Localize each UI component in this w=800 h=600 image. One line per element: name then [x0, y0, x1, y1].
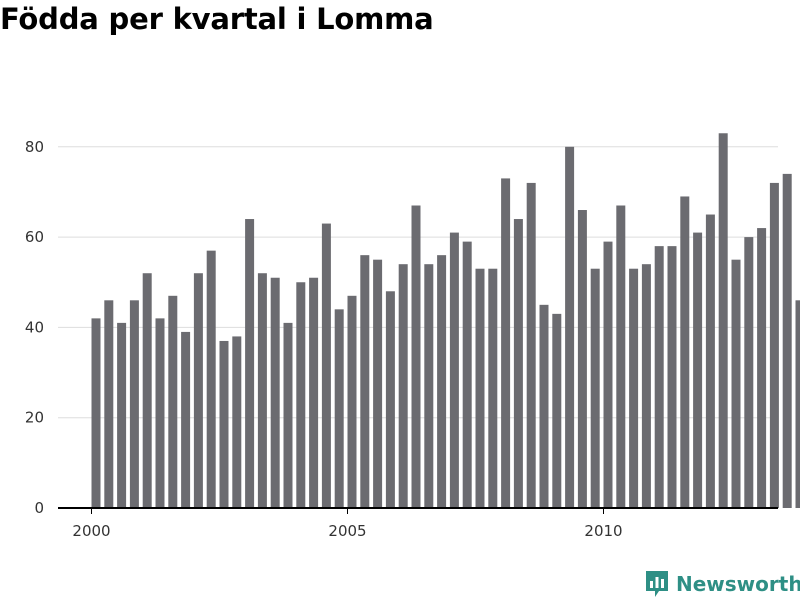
y-axis-ticks: 0 20 40 60 80 [25, 138, 44, 517]
bar [526, 182, 536, 509]
y-tick-label: 0 [34, 499, 44, 517]
bar [590, 268, 600, 508]
x-tick-label: 2005 [328, 522, 366, 540]
bar [680, 196, 690, 508]
bar [168, 295, 178, 508]
bar [232, 336, 242, 508]
bar [398, 264, 408, 508]
bar [437, 255, 447, 508]
bar [488, 268, 498, 508]
bar [270, 277, 280, 508]
bar [373, 259, 383, 508]
y-tick-label: 20 [25, 409, 44, 427]
bar [245, 219, 255, 509]
bar [411, 205, 421, 508]
bar [334, 309, 344, 508]
bar [552, 313, 562, 508]
bar [462, 241, 472, 508]
bar [360, 255, 370, 508]
bar [475, 268, 485, 508]
y-tick-label: 60 [25, 228, 44, 246]
bars [91, 133, 800, 509]
bar [181, 331, 191, 508]
bar [321, 223, 331, 508]
bar [104, 300, 114, 508]
bar [155, 318, 165, 508]
bar [513, 219, 523, 509]
bar [795, 300, 800, 508]
bar [117, 322, 127, 508]
bar [142, 273, 152, 508]
bar [782, 173, 792, 508]
bar [629, 268, 639, 508]
bar [616, 205, 626, 508]
bar [219, 340, 229, 508]
bar [206, 250, 216, 508]
brand-logo: Newsworthy [644, 569, 800, 599]
bar [283, 322, 293, 508]
bar [603, 241, 613, 508]
bar [296, 282, 306, 508]
bar [424, 264, 434, 508]
y-tick-label: 40 [25, 318, 44, 336]
bar [654, 246, 664, 508]
bar [309, 277, 319, 508]
y-tick-label: 80 [25, 138, 44, 156]
brand-name: Newsworthy [676, 572, 800, 596]
bar [769, 182, 779, 509]
bar [385, 291, 395, 508]
bar [641, 264, 651, 508]
bar [667, 246, 677, 508]
bar [731, 259, 741, 508]
x-tick-label: 2010 [584, 522, 622, 540]
chart-title: Födda per kvartal i Lomma [0, 2, 434, 36]
bar [501, 178, 511, 508]
bar [91, 318, 101, 508]
bar [757, 228, 767, 508]
bar [718, 133, 728, 508]
bar [693, 232, 703, 508]
bar [449, 232, 459, 508]
bar [744, 237, 754, 508]
bar [577, 210, 587, 508]
bar [347, 295, 357, 508]
bar [705, 214, 715, 508]
bar [129, 300, 139, 508]
newsworthy-logo-icon [646, 571, 668, 597]
bar [257, 273, 267, 508]
bar [565, 146, 575, 509]
x-axis-ticks: 200020052010201520202025 [72, 508, 623, 540]
bar [193, 273, 203, 508]
x-tick-label: 2000 [72, 522, 110, 540]
bar [539, 304, 549, 508]
